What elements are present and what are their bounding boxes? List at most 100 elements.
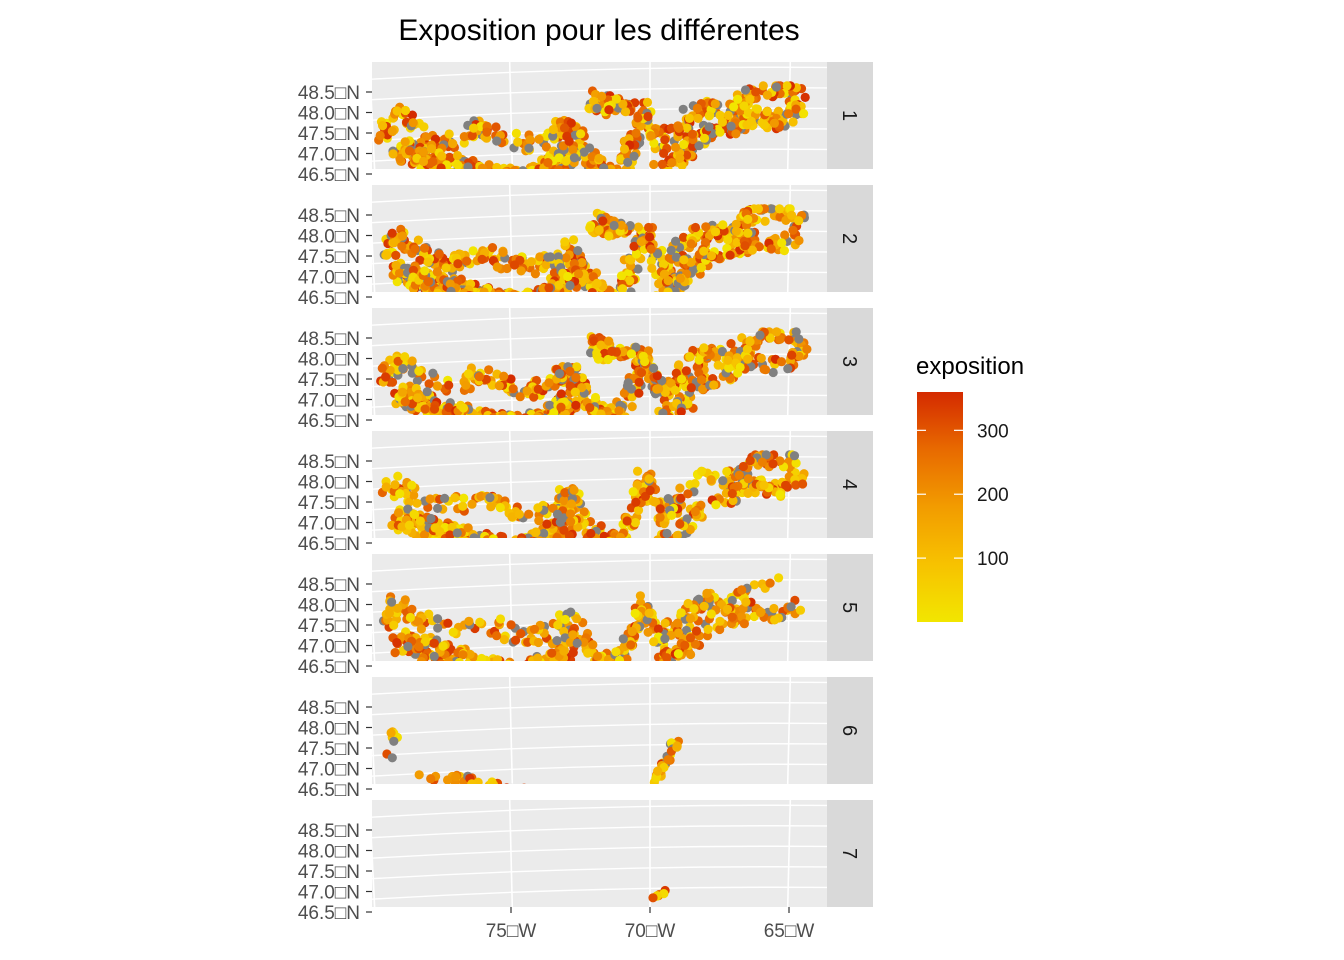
data-point — [546, 420, 555, 429]
data-point — [548, 540, 557, 549]
data-point — [463, 369, 474, 379]
data-point — [479, 300, 488, 309]
data-point — [507, 512, 517, 522]
data-point — [617, 284, 628, 292]
data-point — [474, 295, 483, 304]
data-point — [566, 499, 577, 509]
data-point — [503, 171, 512, 180]
data-point — [485, 420, 494, 429]
data-point — [556, 402, 566, 412]
data-point — [504, 543, 513, 552]
data-point — [479, 287, 489, 292]
data-point — [484, 545, 493, 554]
facets: 148.5□N48.0□N47.5□N47.0□N46.5□N248.5□N48… — [298, 62, 873, 940]
data-point — [775, 334, 785, 344]
data-point — [464, 420, 473, 429]
data-point — [381, 250, 391, 260]
data-point — [416, 624, 426, 634]
gridline-lat — [372, 435, 827, 449]
gridline-lon — [372, 837, 376, 907]
data-point — [485, 785, 494, 794]
data-point — [693, 113, 703, 123]
facet-strip — [827, 185, 873, 292]
data-point — [474, 372, 484, 382]
data-point — [478, 544, 487, 553]
data-point — [532, 295, 541, 304]
data-point — [631, 342, 641, 352]
data-point — [530, 269, 541, 279]
data-point — [488, 780, 499, 784]
gridline-lat — [372, 599, 827, 613]
data-point — [497, 532, 508, 538]
data-point — [462, 297, 471, 306]
data-point — [628, 487, 638, 497]
data-point — [699, 343, 709, 353]
data-point — [614, 406, 624, 415]
data-point — [723, 235, 733, 245]
data-point — [448, 420, 457, 429]
data-point — [541, 659, 548, 661]
data-point — [404, 520, 414, 530]
data-point — [485, 299, 494, 308]
data-point — [569, 153, 580, 163]
data-point — [616, 220, 627, 230]
data-point — [508, 175, 517, 184]
data-point — [589, 336, 599, 346]
data-point — [690, 479, 700, 489]
data-point — [757, 457, 768, 467]
data-point — [479, 171, 488, 180]
data-point — [525, 135, 535, 145]
data-point — [554, 369, 565, 379]
data-point — [494, 418, 503, 427]
data-point — [499, 545, 508, 554]
data-point — [643, 111, 653, 122]
data-point — [470, 292, 479, 301]
data-point — [768, 459, 778, 469]
data-point — [555, 517, 565, 527]
data-point — [723, 110, 733, 120]
data-point — [393, 356, 403, 366]
gridline-lat — [367, 928, 832, 940]
data-point — [599, 163, 609, 169]
data-point — [592, 103, 602, 113]
data-point — [416, 657, 426, 661]
data-point — [579, 507, 589, 517]
data-point — [510, 663, 519, 672]
data-point — [461, 536, 468, 538]
data-point — [403, 641, 413, 652]
data-point — [629, 241, 639, 251]
data-point — [527, 176, 536, 185]
data-point — [768, 367, 778, 378]
data-point — [676, 493, 686, 503]
data-point — [523, 418, 532, 427]
data-point — [710, 227, 721, 237]
data-point — [555, 537, 561, 538]
data-point — [544, 295, 553, 304]
data-point — [516, 294, 525, 303]
data-point — [469, 291, 474, 292]
data-point — [616, 168, 621, 169]
data-point — [502, 176, 511, 185]
data-point — [499, 666, 508, 675]
data-point — [671, 368, 681, 378]
data-point — [536, 664, 545, 673]
data-point — [629, 151, 639, 161]
data-point — [794, 235, 804, 246]
data-point — [621, 107, 631, 117]
data-point — [504, 417, 513, 426]
data-point — [545, 252, 556, 262]
data-point — [477, 254, 487, 264]
data-point — [481, 297, 490, 306]
data-point — [496, 660, 503, 661]
data-point — [443, 775, 453, 784]
data-point — [592, 278, 602, 288]
data-point — [455, 657, 464, 661]
data-point — [600, 171, 609, 180]
data-point — [450, 662, 459, 671]
data-point — [455, 173, 464, 182]
data-point — [489, 298, 498, 307]
data-point — [791, 104, 801, 114]
data-point — [490, 170, 499, 179]
data-point — [491, 175, 500, 184]
data-point — [561, 660, 566, 661]
